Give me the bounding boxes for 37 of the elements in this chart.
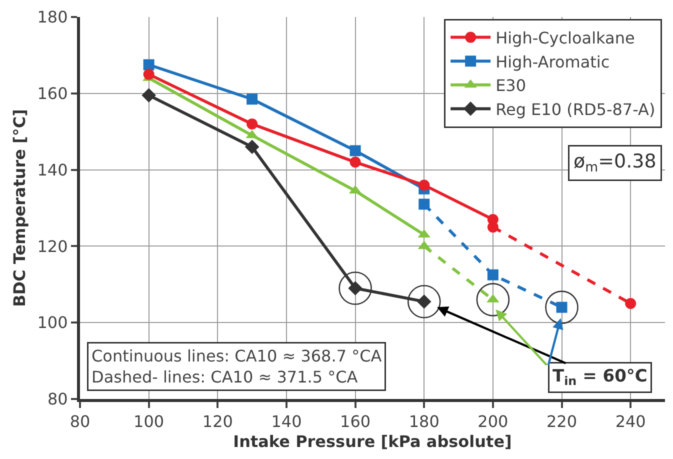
x-tick-label: 220 [546, 412, 578, 432]
point [143, 68, 154, 80]
legend-label: High-Aromatic [496, 52, 610, 72]
x-tick-label: 240 [615, 412, 646, 432]
point [142, 88, 156, 102]
legend-label: E30 [496, 76, 526, 96]
x-tick-label: 180 [408, 412, 440, 432]
point [418, 198, 430, 210]
point [244, 140, 260, 154]
point [246, 94, 258, 105]
x-tick-label: 100 [134, 412, 164, 432]
x-tick-label: 80 [70, 412, 90, 432]
point [350, 145, 361, 156]
annotation: ø$_{m}$=0.38 [574, 150, 656, 176]
legend-label: Reg E10 (RD5-87-A) [496, 100, 656, 119]
point [143, 59, 154, 70]
x-axis-title: Intake Pressure [kPa absolute] [233, 432, 512, 451]
x-tick-label: 200 [478, 412, 508, 432]
y-tick-label: 140 [37, 160, 68, 180]
y-tick-label: 80 [47, 390, 68, 409]
y-tick-label: 100 [37, 313, 68, 332]
point [625, 298, 636, 309]
y-tick-label: 120 [37, 236, 68, 256]
annotation: Continuous lines: CA10 ≈ 368.7 °CA Dashed- lines: CA10 ≈ 371.5 °CA [92, 346, 382, 386]
point [418, 180, 430, 191]
legend-label: High-Cycloalkane [496, 28, 635, 48]
y-axis-title: BDC Temperature [°C] [10, 109, 30, 307]
point [487, 222, 498, 233]
y-tick-label: 180 [37, 8, 68, 27]
y-tick-label: 160 [37, 84, 68, 103]
point [487, 269, 498, 280]
x-tick-label: 140 [271, 412, 302, 432]
x-tick-label: 160 [340, 412, 371, 432]
point [246, 118, 258, 130]
x-tick-label: 120 [202, 412, 233, 432]
point [350, 156, 361, 168]
annotation: T$_{in}$ = 60°C [552, 366, 648, 388]
